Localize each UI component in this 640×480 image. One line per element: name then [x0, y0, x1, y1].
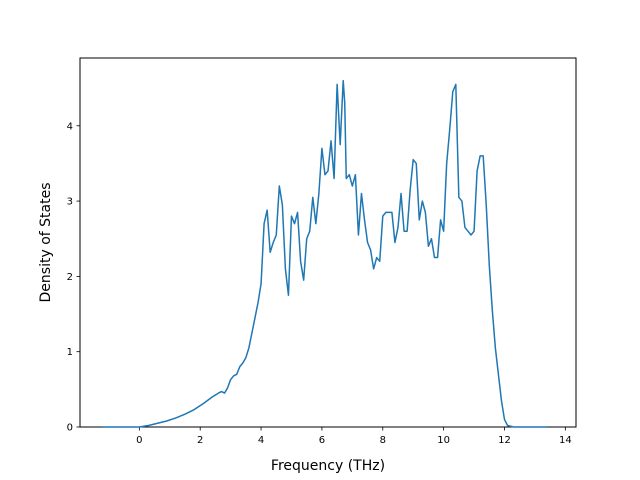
x-axis-ticks: 0 2 4 6 8 10 12 14: [136, 427, 572, 446]
x-axis-label: Frequency (THz): [271, 458, 385, 474]
dos-series-line: [102, 79, 548, 428]
x-tick-label: 6: [319, 435, 325, 446]
x-tick-label: 14: [559, 435, 572, 446]
y-tick-label: 1: [67, 347, 73, 358]
y-tick-label: 0: [67, 423, 73, 434]
x-tick-label: 12: [498, 435, 511, 446]
x-tick-label: 2: [197, 435, 203, 446]
x-tick-label: 0: [136, 435, 142, 446]
y-axis-ticks: 0 1 2 3 4: [67, 121, 80, 434]
x-tick-label: 10: [437, 435, 450, 446]
plot-area: [79, 57, 577, 428]
x-tick-label: 4: [258, 435, 264, 446]
y-tick-label: 4: [67, 121, 73, 132]
y-tick-label: 2: [67, 272, 73, 283]
y-axis-label: Density of States: [38, 183, 54, 303]
x-tick-label: 8: [380, 435, 386, 446]
y-tick-label: 3: [67, 197, 73, 208]
